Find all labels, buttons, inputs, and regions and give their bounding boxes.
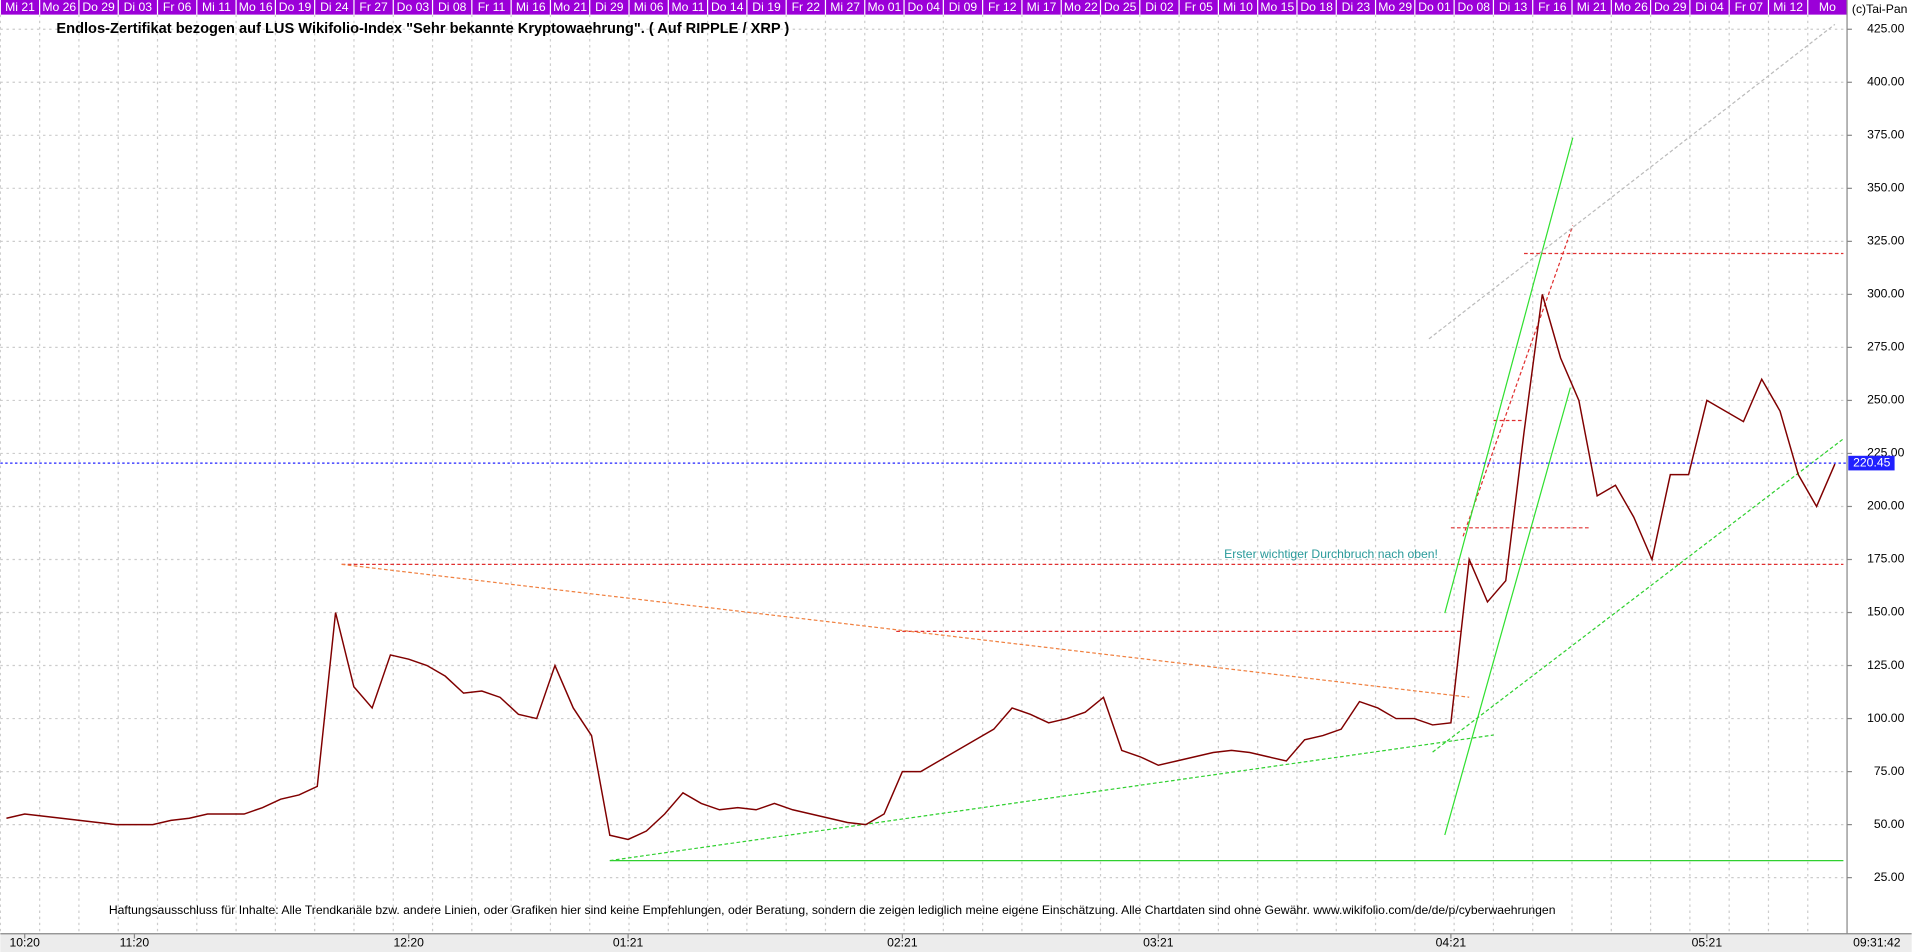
top-date-label: Mi 11 [202, 0, 231, 14]
y-tick-label: 25.00 [1874, 870, 1905, 884]
top-date-label: Mi 21 [1577, 0, 1607, 14]
y-tick-label: 125.00 [1867, 658, 1904, 672]
top-date-label: Mi 17 [1027, 0, 1057, 14]
top-date-label: Di 08 [438, 0, 467, 14]
bottom-axis-bar [0, 933, 1912, 952]
trend-lines [341, 23, 1844, 862]
top-date-label: Fr 27 [359, 0, 388, 14]
top-date-label: Mo 22 [1064, 0, 1098, 14]
annotation: Erster wichtiger Durchbruch nach oben! [1224, 547, 1438, 561]
y-tick-label: 200.00 [1867, 499, 1904, 513]
top-date-label: Fr 11 [478, 0, 506, 14]
top-date-label: Mo 11 [671, 0, 704, 14]
top-date-label: Do 03 [397, 0, 430, 14]
top-date-label: Do 29 [82, 0, 115, 14]
top-date-bar [0, 0, 1848, 15]
disclaimer: Haftungsausschluss für Inhalte: Alle Tre… [109, 903, 1556, 917]
copyright: (c)Tai-Pan [1852, 2, 1907, 16]
top-date-label: Fr 16 [1538, 0, 1567, 14]
top-date-label: Do 29 [1654, 0, 1687, 14]
trend-line [1462, 225, 1574, 537]
y-tick-label: 100.00 [1867, 711, 1904, 725]
y-tick-label: 425.00 [1867, 21, 1904, 35]
top-date-label: Do 18 [1300, 0, 1333, 14]
top-date-label: Do 14 [711, 0, 744, 14]
top-date-label: Fr 22 [792, 0, 821, 14]
top-date-label: Fr 05 [1185, 0, 1214, 14]
top-date-label: Fr 12 [988, 0, 1017, 14]
top-date-label: Di 29 [595, 0, 624, 14]
top-date-label: Do 01 [1418, 0, 1451, 14]
trend-line [341, 563, 1470, 698]
channel-line [1444, 137, 1574, 614]
top-date-label: Fr 07 [1735, 0, 1764, 14]
y-tick-label: 325.00 [1867, 234, 1904, 248]
top-date-label: Mi 10 [1223, 0, 1253, 14]
x-tick-label: 05:21 [1692, 936, 1723, 950]
top-date-label: Mi 27 [830, 0, 860, 14]
y-tick-label: 250.00 [1867, 393, 1904, 407]
top-date-label: Mo 01 [867, 0, 901, 14]
top-date-label: Di 13 [1499, 0, 1528, 14]
x-tick-label: 01:21 [613, 936, 644, 950]
y-tick-label: 175.00 [1867, 552, 1904, 566]
top-date-label: Di 19 [752, 0, 781, 14]
top-date-label: Mi 21 [5, 0, 35, 14]
x-tick-label: 12:20 [393, 936, 424, 950]
top-date-label: Do 19 [279, 0, 312, 14]
grid [0, 14, 1848, 934]
trend-line [609, 734, 1494, 862]
top-date-label: Fr 06 [163, 0, 192, 14]
top-date-label: Di 04 [1695, 0, 1724, 14]
x-tick-label: 11:20 [120, 936, 150, 950]
top-date-label: Mo 29 [1378, 0, 1412, 14]
top-date-label: Di 02 [1145, 0, 1174, 14]
y-tick-label: 300.00 [1867, 287, 1904, 301]
y-tick-label: 400.00 [1867, 74, 1904, 88]
top-date-label: Mi 16 [516, 0, 546, 14]
channel-line [1444, 387, 1571, 836]
y-tick-label: 275.00 [1867, 340, 1904, 354]
x-tick-label: 02:21 [887, 936, 918, 950]
top-date-label: Do 08 [1458, 0, 1491, 14]
trend-line [1432, 438, 1844, 753]
top-date-label: Do 25 [1104, 0, 1137, 14]
y-tick-label: 350.00 [1867, 181, 1904, 195]
top-date-label: Mo 26 [1614, 0, 1648, 14]
top-date-label: Do 04 [907, 0, 940, 14]
y-tick-label: 375.00 [1867, 128, 1904, 142]
y-tick-label: 150.00 [1867, 605, 1904, 619]
top-date-label: Mo [1819, 0, 1836, 14]
top-date-label: Mo 21 [553, 0, 587, 14]
x-tick-label: 04:21 [1436, 936, 1467, 950]
last-price-box [1848, 455, 1895, 471]
clock: 09:31:42 [1853, 936, 1901, 950]
top-date-label: Mo 26 [42, 0, 76, 14]
x-tick-label: 03:21 [1143, 936, 1174, 950]
top-date-label: Mo 15 [1260, 0, 1294, 14]
x-tick-label: 10:20 [9, 936, 40, 950]
last-price-label: 220.45 [1853, 455, 1890, 469]
top-date-label: Di 23 [1342, 0, 1371, 14]
trend-line [1428, 23, 1836, 340]
y-tick-label: 75.00 [1874, 764, 1905, 778]
top-date-label: Mi 06 [634, 0, 664, 14]
chart-title: Endlos-Zertifikat bezogen auf LUS Wikifo… [56, 21, 789, 37]
top-date-label: Mo 16 [239, 0, 273, 14]
top-date-label: Di 03 [124, 0, 153, 14]
y-tick-label: 50.00 [1874, 817, 1905, 831]
price-line [6, 294, 1836, 841]
top-date-label: Di 09 [949, 0, 978, 14]
top-date-label: Di 24 [320, 0, 349, 14]
top-date-label: Mi 12 [1773, 0, 1803, 14]
